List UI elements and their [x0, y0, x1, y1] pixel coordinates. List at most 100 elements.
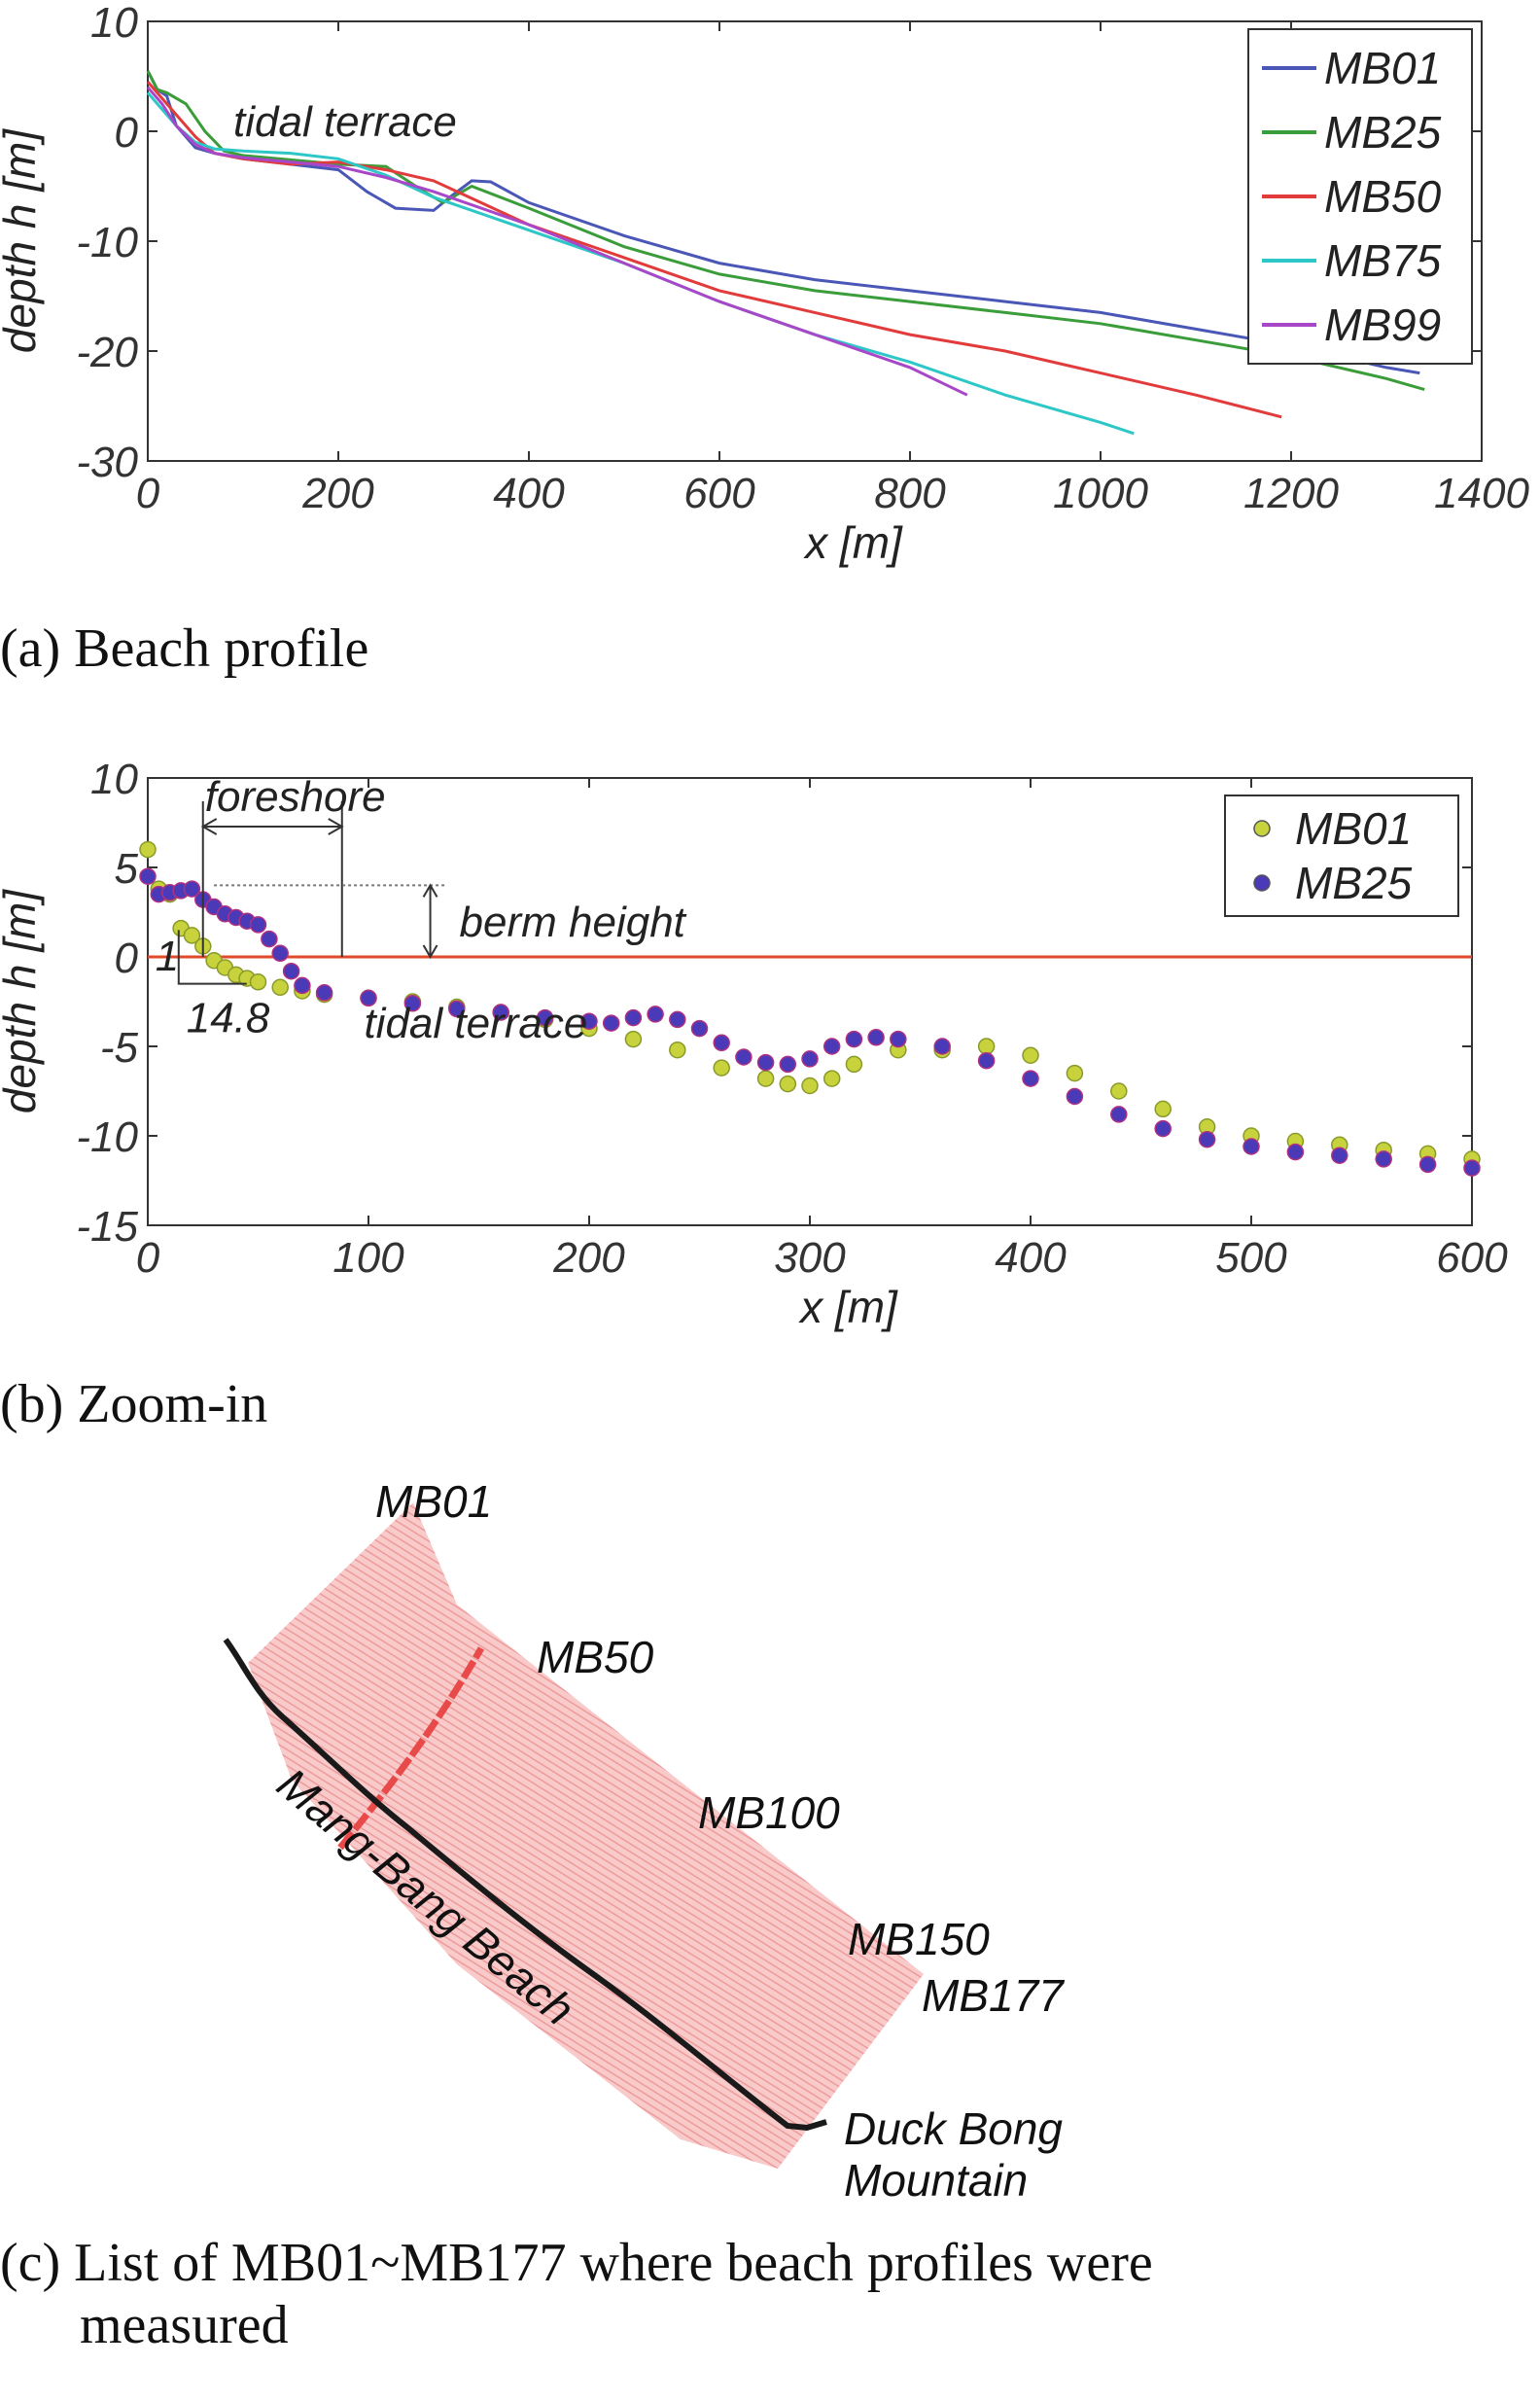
- b-point-MB25: [801, 1050, 819, 1068]
- b-xtick-label: 500: [1215, 1234, 1287, 1282]
- b-point-MB01: [1022, 1046, 1039, 1064]
- profile-map: MB01 MB50 MB100 MB150 MB177 Mang-Bang Be…: [0, 1459, 1540, 2217]
- label-mb50: MB50: [537, 1632, 654, 1682]
- b-point-MB01: [756, 1070, 775, 1087]
- b-point-MB01: [249, 973, 267, 991]
- label-mb150: MB150: [848, 1914, 990, 1964]
- a-ytick-label: 10: [90, 0, 138, 47]
- b-point-MB25: [360, 989, 377, 1007]
- b-point-MB25: [1375, 1150, 1392, 1168]
- b-point-MB25: [1154, 1119, 1172, 1138]
- a-annotation-tidal-terrace: tidal terrace: [233, 98, 457, 146]
- b-point-MB25: [845, 1030, 863, 1048]
- b-slope-triangle: [177, 930, 247, 985]
- a-xtick-label: 800: [874, 470, 946, 517]
- b-point-MB25: [1066, 1087, 1084, 1106]
- beach-profile-svg: 0 200 400 600 800 1000 1200 1400 -30 -20 -10 0 10 x […: [0, 0, 1529, 568]
- caption-c: (c) List of MB01~MB177 where beach profi…: [0, 2232, 1517, 2356]
- b-berm-arrowhead-top: [422, 883, 438, 898]
- b-point-MB01: [713, 1059, 730, 1077]
- b-annotation-slope-rise: 1: [156, 933, 179, 980]
- b-legend-marker-MB01: [1253, 820, 1271, 837]
- b-series-MB25: [139, 867, 1481, 1177]
- a-xtick-label: 200: [301, 470, 374, 517]
- a-legend-label-MB99: MB99: [1324, 300, 1441, 350]
- b-legend-box: [1224, 794, 1459, 917]
- b-point-MB25: [890, 1030, 907, 1048]
- b-xtick-label: 300: [774, 1234, 846, 1282]
- b-ytick-label: -15: [76, 1203, 138, 1251]
- b-point-MB25: [403, 995, 422, 1012]
- b-point-MB25: [602, 1014, 620, 1032]
- b-point-MB25: [867, 1029, 885, 1046]
- b-annotation-slope-run: 14.8: [187, 995, 270, 1042]
- b-point-MB01: [271, 978, 289, 997]
- a-y-axis-label: depth h [m]: [0, 128, 45, 353]
- b-point-MB25: [261, 930, 278, 948]
- b-legend-marker-MB25: [1253, 874, 1271, 892]
- b-point-MB25: [282, 962, 300, 980]
- b-point-MB25: [1331, 1147, 1348, 1164]
- b-legend-label-MB25: MB25: [1295, 858, 1413, 908]
- a-xtick-label: 1000: [1053, 470, 1148, 517]
- b-annotation-berm-height: berm height: [460, 899, 687, 946]
- b-annotation-foreshore: foreshore: [205, 773, 386, 821]
- b-y-axis-label: depth h [m]: [0, 889, 45, 1113]
- b-x-axis-label: x [m]: [798, 1282, 898, 1332]
- b-xtick-label: 600: [1436, 1234, 1508, 1282]
- b-annotation-tidal-terrace: tidal terrace: [364, 1000, 587, 1047]
- a-legend-label-MB25: MB25: [1324, 107, 1442, 158]
- b-point-MB25: [1418, 1155, 1437, 1174]
- b-point-MB25: [624, 1008, 643, 1027]
- b-point-MB25: [756, 1053, 775, 1072]
- label-mb177: MB177: [922, 1970, 1065, 2021]
- a-legend-label-MB01: MB01: [1324, 43, 1441, 93]
- b-point-MB01: [801, 1077, 819, 1095]
- a-xtick-label: 400: [493, 470, 565, 517]
- b-ytick-label: 5: [115, 845, 139, 893]
- a-series-MB25: [146, 70, 1425, 392]
- b-point-MB25: [1022, 1070, 1039, 1087]
- b-point-MB25: [448, 1000, 466, 1018]
- b-point-MB25: [735, 1048, 752, 1066]
- b-ytick-label: 10: [90, 756, 138, 803]
- b-xtick-label: 200: [552, 1234, 625, 1282]
- b-point-MB25: [536, 1008, 554, 1027]
- label-mb01: MB01: [375, 1476, 492, 1527]
- b-ytick-label: -5: [100, 1024, 139, 1072]
- b-xtick-label: 0: [136, 1234, 160, 1282]
- caption-a: (a) Beach profile: [0, 618, 369, 679]
- b-point-MB01: [1110, 1082, 1128, 1100]
- zoom-in-svg: 0 100 200 300 400 500 600 -15 -10 -5 0 5 10 x [m] dept…: [0, 756, 1508, 1332]
- b-point-MB01: [669, 1041, 686, 1059]
- b-point-MB25: [139, 867, 157, 885]
- a-legend-label-MB50: MB50: [1324, 171, 1442, 222]
- zoom-in-chart: 0 100 200 300 400 500 600 -15 -10 -5 0 5 10 x [m] dept…: [0, 739, 1540, 1361]
- b-point-MB25: [1463, 1159, 1481, 1177]
- b-point-MB01: [977, 1038, 996, 1055]
- b-point-MB25: [1286, 1143, 1305, 1161]
- a-ytick-label: -10: [76, 219, 138, 266]
- b-ytick-label: -10: [76, 1113, 138, 1161]
- caption-b: (b) Zoom-in: [0, 1374, 268, 1434]
- a-xtick-label: 1400: [1434, 470, 1529, 517]
- mountain-label-line2: Mountain: [844, 2155, 1028, 2206]
- b-ytick-label: 0: [115, 935, 139, 982]
- b-foreshore-arrowhead-right: [328, 818, 344, 835]
- caption-c-line2: measured: [80, 2295, 289, 2355]
- b-legend-label-MB01: MB01: [1295, 803, 1412, 854]
- b-point-MB25: [183, 880, 201, 898]
- a-xtick-label: 0: [136, 470, 160, 517]
- a-xtick-label: 1200: [1243, 470, 1339, 517]
- b-berm-arrowhead-bottom: [422, 944, 438, 959]
- b-point-MB01: [1066, 1064, 1084, 1082]
- b-point-MB25: [1110, 1106, 1128, 1123]
- caption-c-line1: (c) List of MB01~MB177 where beach profi…: [0, 2233, 1153, 2293]
- b-point-MB01: [845, 1055, 863, 1074]
- b-xtick-label: 400: [995, 1234, 1067, 1282]
- b-point-MB01: [183, 927, 201, 944]
- b-point-MB25: [294, 976, 311, 995]
- b-point-MB25: [713, 1034, 730, 1052]
- mb50-highlight: [337, 1646, 485, 1851]
- b-foreshore-arrowhead-left: [200, 818, 218, 835]
